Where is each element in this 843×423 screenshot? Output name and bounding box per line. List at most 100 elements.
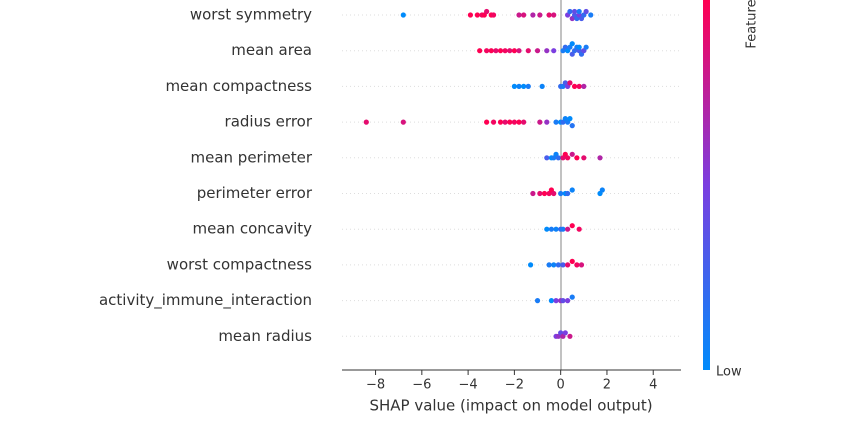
shap-point bbox=[502, 48, 508, 54]
shap-point bbox=[521, 119, 527, 125]
x-tick-label: −6 bbox=[412, 378, 431, 393]
shap-point bbox=[565, 298, 571, 304]
shap-point bbox=[569, 151, 575, 157]
shap-point bbox=[583, 44, 589, 50]
shap-point bbox=[544, 155, 550, 161]
shap-point bbox=[599, 187, 605, 193]
x-axis-label: SHAP value (impact on model output) bbox=[369, 397, 652, 415]
shap-point bbox=[562, 330, 568, 336]
shap-point bbox=[484, 48, 490, 54]
shap-point bbox=[571, 83, 578, 89]
shap-point bbox=[363, 119, 369, 125]
shap-point bbox=[567, 8, 573, 15]
shap-point bbox=[581, 155, 587, 161]
shap-point bbox=[551, 12, 557, 18]
shap-point bbox=[537, 119, 543, 125]
shap-point bbox=[525, 83, 531, 89]
shap-point bbox=[477, 48, 483, 54]
shap-point bbox=[569, 187, 575, 193]
shap-point bbox=[560, 298, 566, 304]
shap-point bbox=[490, 119, 497, 125]
x-tick-label: 2 bbox=[603, 378, 611, 393]
shap-point bbox=[569, 41, 575, 47]
shap-point bbox=[546, 262, 552, 268]
shap-point bbox=[525, 48, 531, 54]
shap-point bbox=[551, 48, 557, 54]
shap-point bbox=[511, 119, 517, 125]
shap-point bbox=[567, 333, 573, 339]
shap-point bbox=[560, 262, 566, 268]
shap-point bbox=[555, 155, 561, 161]
shap-point bbox=[527, 262, 534, 268]
shap-point bbox=[546, 12, 552, 18]
x-tick-label: 4 bbox=[649, 378, 657, 393]
shap-point bbox=[553, 298, 559, 304]
shap-point bbox=[530, 12, 536, 18]
shap-point bbox=[502, 119, 508, 125]
shap-point bbox=[539, 83, 545, 89]
shap-point bbox=[516, 48, 522, 54]
shap-point bbox=[516, 12, 522, 18]
shap-point bbox=[400, 12, 406, 18]
shap-point bbox=[574, 155, 580, 161]
shap-point bbox=[537, 12, 543, 18]
shap-point bbox=[521, 83, 527, 89]
feature-label: perimeter error bbox=[197, 184, 313, 202]
shap-point bbox=[574, 262, 580, 268]
shap-point bbox=[516, 83, 522, 89]
shap-point bbox=[560, 226, 566, 232]
shap-point bbox=[548, 226, 555, 232]
feature-label: mean perimeter bbox=[190, 148, 312, 166]
shap-point bbox=[497, 119, 504, 125]
shap-point bbox=[493, 48, 499, 54]
shap-point bbox=[553, 119, 559, 125]
shap-point bbox=[571, 8, 578, 15]
shap-point bbox=[521, 12, 527, 18]
shap-point bbox=[516, 119, 522, 125]
x-tick-label: −8 bbox=[366, 378, 385, 393]
shap-point bbox=[484, 119, 490, 125]
shap-point bbox=[565, 190, 571, 197]
shap-point bbox=[474, 12, 480, 18]
colorbar bbox=[703, 0, 710, 370]
shap-point bbox=[569, 223, 575, 229]
shap-point bbox=[567, 116, 573, 122]
shap-point bbox=[553, 226, 559, 232]
shap-point bbox=[507, 119, 513, 125]
colorbar-label: Feature bbox=[745, 0, 760, 49]
shap-point bbox=[567, 80, 573, 86]
shap-point bbox=[578, 262, 585, 268]
shap-point bbox=[511, 48, 517, 54]
shap-point bbox=[551, 262, 557, 268]
shap-point bbox=[565, 262, 571, 268]
shap-point bbox=[576, 226, 582, 232]
shap-point bbox=[558, 190, 564, 197]
shap-point bbox=[597, 155, 603, 161]
shap-point bbox=[484, 8, 490, 15]
shap-point bbox=[569, 123, 575, 129]
shap-point bbox=[544, 48, 550, 54]
shap-point bbox=[488, 48, 494, 54]
shap-point bbox=[588, 12, 594, 18]
x-tick-label: −2 bbox=[505, 378, 524, 393]
feature-label: mean concavity bbox=[193, 220, 313, 238]
shap-point bbox=[541, 190, 548, 197]
x-tick-label: 0 bbox=[557, 378, 565, 393]
shap-point bbox=[534, 298, 541, 304]
colorbar-low: Low bbox=[716, 365, 742, 380]
shap-point bbox=[490, 12, 497, 18]
shap-point bbox=[548, 298, 555, 304]
shap-point bbox=[400, 119, 406, 125]
shap-point bbox=[581, 83, 587, 89]
shap-point bbox=[497, 48, 504, 54]
shap-point bbox=[569, 294, 575, 300]
feature-label: mean area bbox=[231, 41, 312, 59]
shap-point bbox=[544, 226, 550, 232]
shap-point bbox=[565, 226, 571, 232]
shap-point bbox=[537, 190, 543, 197]
feature-label: worst compactness bbox=[167, 255, 313, 273]
x-tick-label: −4 bbox=[459, 378, 478, 393]
shap-point bbox=[511, 83, 517, 89]
feature-label: radius error bbox=[225, 113, 313, 131]
